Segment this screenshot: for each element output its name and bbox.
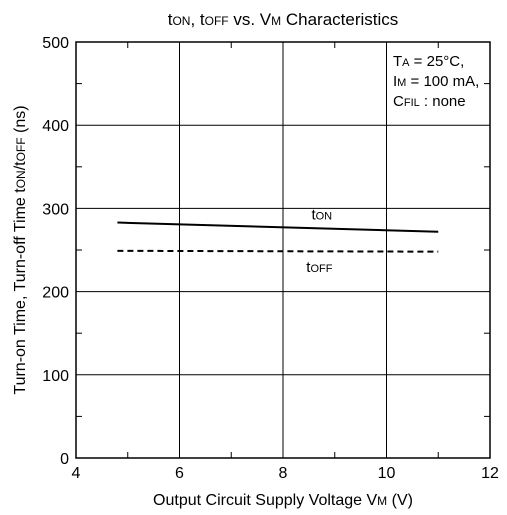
condition-line: CFIL : none — [393, 93, 466, 110]
condition-line: IM = 100 mA, — [393, 73, 479, 90]
series-label-toff: tOFF — [306, 259, 332, 276]
series-line-toff — [117, 249, 439, 253]
y-tick-label: 100 — [42, 368, 69, 385]
series-label-ton: tON — [311, 207, 332, 224]
chart-title: tON, tOFF vs. VM Characteristics — [168, 10, 399, 29]
x-tick-label: 8 — [279, 465, 288, 482]
y-tick-label: 300 — [42, 201, 69, 218]
series-line-ton — [117, 221, 439, 233]
x-tick-label: 10 — [378, 465, 396, 482]
condition-line: TA = 25°C, — [393, 53, 464, 70]
x-tick-label: 4 — [72, 465, 81, 482]
y-tick-label: 0 — [60, 451, 69, 468]
y-tick-label: 400 — [42, 118, 69, 135]
x-tick-label: 6 — [175, 465, 184, 482]
x-axis-label: Output Circuit Supply Voltage VM (V) — [153, 492, 413, 509]
y-axis-label: Turn-on Time, Turn-off Time tON/tOFF (ns… — [12, 105, 29, 394]
y-tick-label: 200 — [42, 285, 69, 302]
plot-frame — [75, 41, 491, 459]
y-tick-label: 500 — [42, 35, 69, 52]
x-tick-label: 12 — [481, 465, 499, 482]
